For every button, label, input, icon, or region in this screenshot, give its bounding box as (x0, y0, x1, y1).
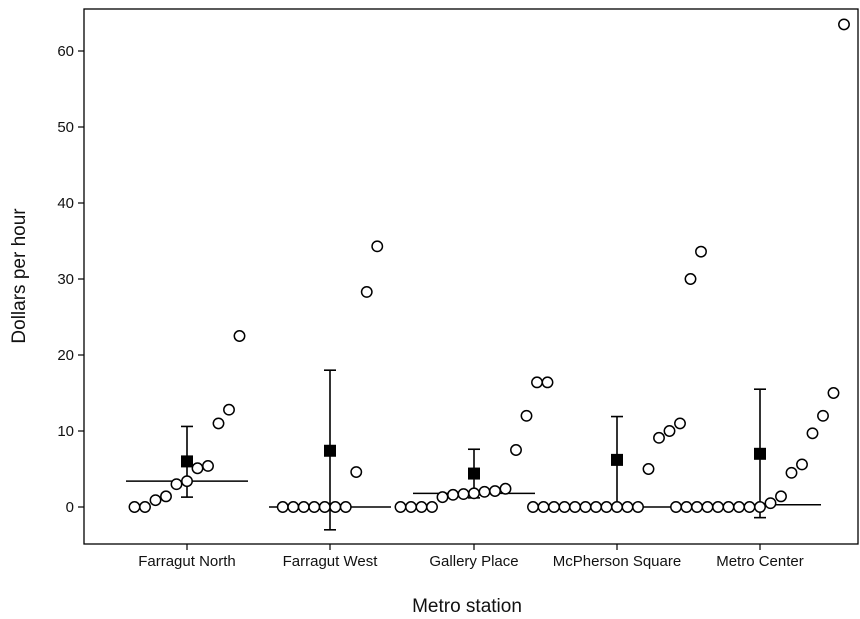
x-tick-label: Metro Center (716, 553, 804, 570)
mean-marker (324, 444, 336, 457)
data-point (436, 491, 449, 504)
plot-frame (83, 8, 859, 545)
data-point (360, 285, 373, 298)
data-point (621, 501, 634, 513)
data-point (329, 501, 342, 513)
data-point (457, 488, 470, 501)
data-point (695, 245, 707, 258)
mean-marker (754, 447, 766, 460)
x-tick-label: Farragut West (283, 553, 379, 570)
y-tick-label: 40 (57, 195, 74, 212)
data-point (478, 485, 491, 498)
data-point (806, 427, 819, 440)
data-point (684, 273, 697, 285)
y-tick-label: 60 (57, 43, 74, 60)
data-point (510, 444, 522, 456)
data-point (764, 497, 777, 510)
data-point (722, 501, 735, 513)
data-point (642, 463, 655, 475)
y-tick-label: 30 (57, 271, 74, 288)
data-point (233, 330, 246, 342)
data-point (611, 501, 623, 513)
data-point (785, 466, 798, 479)
data-point (170, 478, 183, 491)
data-point (489, 485, 501, 497)
data-point (548, 501, 560, 513)
data-point (394, 501, 407, 513)
mean-marker (611, 453, 623, 466)
data-point (160, 490, 172, 503)
data-point (670, 501, 682, 513)
y-tick-label: 0 (66, 499, 74, 516)
data-point (371, 240, 384, 253)
data-point (499, 482, 512, 495)
x-tick-label: Farragut North (138, 553, 236, 570)
mean-marker (181, 455, 193, 468)
data-point (287, 501, 300, 513)
data-point (817, 409, 829, 422)
data-point (202, 460, 214, 472)
data-point (139, 501, 151, 513)
mean-markers (181, 444, 766, 480)
data-point (827, 387, 840, 399)
x-axis: Farragut North Farragut West Gallery Place… (138, 544, 804, 570)
data-point (775, 490, 787, 503)
data-point (276, 501, 289, 513)
data-point (680, 501, 693, 513)
data-point (754, 501, 766, 513)
x-tick-label: McPherson Square (553, 553, 681, 570)
data-point (447, 488, 459, 501)
mean-marker (468, 467, 480, 480)
data-point (712, 501, 724, 513)
data-point (191, 462, 204, 475)
y-axis-title: Dollars per hour (9, 208, 30, 344)
data-point (468, 487, 480, 500)
data-point (590, 501, 602, 513)
data-point (128, 501, 141, 513)
x-axis-title: Metro station (412, 596, 522, 617)
data-point (743, 501, 756, 513)
data-points (128, 18, 850, 513)
data-point (600, 501, 613, 513)
y-axis: 0 10 20 30 40 50 60 (57, 43, 84, 516)
data-point (149, 494, 162, 507)
data-point (569, 501, 581, 513)
data-point (297, 501, 310, 513)
data-point (701, 501, 714, 513)
data-point (212, 417, 225, 430)
data-point (579, 501, 592, 513)
data-point (733, 501, 745, 513)
data-point (426, 501, 438, 513)
data-point (691, 501, 703, 513)
y-tick-label: 50 (57, 119, 74, 136)
data-point (181, 475, 193, 488)
y-tick-label: 20 (57, 347, 74, 364)
y-tick-label: 10 (57, 423, 74, 440)
data-point (405, 501, 417, 513)
data-point (350, 466, 363, 478)
data-point (308, 501, 321, 513)
data-point (531, 376, 543, 389)
data-point (558, 501, 571, 513)
data-point (223, 403, 235, 416)
data-point (663, 425, 676, 437)
data-point (520, 409, 533, 422)
x-tick-label: Gallery Place (429, 553, 518, 570)
data-point (653, 431, 665, 444)
data-point (541, 376, 554, 389)
data-point (537, 501, 550, 513)
data-point (527, 501, 539, 513)
data-point (415, 501, 428, 513)
data-point (838, 18, 850, 31)
data-point (339, 501, 352, 513)
data-point (318, 501, 331, 513)
data-point (796, 458, 808, 471)
data-point (632, 501, 644, 513)
data-point (674, 417, 686, 430)
